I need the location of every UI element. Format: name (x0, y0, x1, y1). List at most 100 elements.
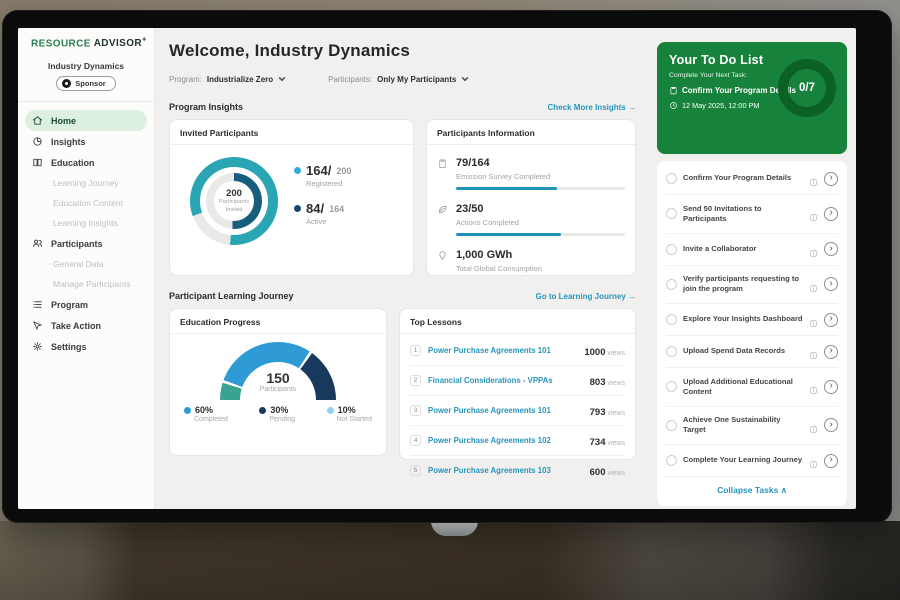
chevron-right-icon: › (829, 418, 833, 430)
task-checkbox[interactable] (666, 314, 677, 325)
book-icon (33, 159, 42, 167)
lesson-link[interactable]: Financial Considerations - VPPAs (428, 376, 553, 385)
legend-dot (326, 406, 334, 414)
task-checkbox[interactable] (666, 173, 677, 184)
task-checkbox[interactable] (666, 346, 677, 357)
sidebar-item-education[interactable]: Education (18, 152, 154, 173)
sidebar-item-participants[interactable]: Participants (18, 233, 154, 254)
task-row: Complete Your Learning Journey › (666, 445, 838, 477)
info-icon[interactable] (809, 209, 818, 222)
task-list-card: Confirm Your Program Details › Send 50 I… (657, 161, 847, 506)
chevron-down-icon (461, 70, 469, 88)
participants-information-card: Participants Information 79/164 Emission… (426, 119, 636, 276)
lesson-row: 2 Financial Considerations - VPPAs 803 vi… (410, 366, 625, 396)
lesson-row: 4 Power Purchase Agreements 102 734 views (410, 426, 625, 456)
divider (18, 101, 154, 103)
check-more-insights-link[interactable]: Check More Insights → (547, 102, 636, 112)
invited-participants-donut-chart: 200 Participants Invited (190, 157, 278, 245)
open-task-button[interactable]: › (824, 312, 838, 327)
donut-legend: 164/200 Registered 84/164 Active (294, 163, 351, 239)
task-checkbox[interactable] (666, 243, 677, 255)
org-name: Industry Dynamics (47, 61, 125, 72)
chevron-up-icon: ∧ (780, 485, 787, 495)
info-icon[interactable] (809, 456, 818, 469)
open-task-button[interactable]: › (824, 418, 838, 433)
legend-pending: 30% Pending (259, 405, 295, 423)
info-icon[interactable] (809, 174, 818, 187)
task-row: Confirm Your Program Details › (666, 163, 838, 195)
collapse-tasks-link[interactable]: Collapse Tasks ∧ (717, 485, 787, 495)
list-icon (33, 301, 42, 309)
lesson-link[interactable]: Power Purchase Agreements 102 (428, 436, 551, 445)
legend-not-started: 10% Not Started (326, 405, 372, 423)
task-checkbox[interactable] (666, 455, 677, 466)
chevron-right-icon: › (829, 242, 833, 254)
sidebar-item-learning-insights[interactable]: Learning Insights (53, 218, 118, 229)
program-insights-title: Program Insights (169, 102, 244, 112)
clipboard-icon (437, 153, 449, 181)
chevron-down-icon (278, 70, 286, 88)
todo-header-card: Your To Do List Complete Your Next Task:… (657, 42, 847, 154)
task-row: Send 50 Invitations to Participants › (666, 195, 838, 234)
sidebar-item-learning-journey[interactable]: Learning Journey (53, 178, 119, 189)
sidebar-item-general-data[interactable]: General Data (53, 259, 104, 270)
lesson-link[interactable]: Power Purchase Agreements 101 (428, 406, 551, 415)
task-checkbox[interactable] (666, 381, 677, 393)
card-title: Invited Participants (180, 128, 259, 138)
info-icon[interactable] (809, 315, 818, 328)
sidebar-item-insights[interactable]: Insights (18, 131, 154, 152)
sidebar-item-manage-participants[interactable]: Manage Participants (53, 279, 131, 290)
chevron-right-icon: › (829, 277, 833, 289)
legend-registered: 164/200 Registered (294, 163, 351, 188)
leaf-icon (437, 199, 449, 227)
insights-icon (33, 137, 42, 146)
chevron-right-icon: › (829, 380, 833, 392)
info-icon[interactable] (809, 421, 818, 433)
sponsor-badge-icon (62, 79, 72, 89)
task-checkbox[interactable] (666, 208, 677, 220)
clipboard-icon (670, 87, 677, 95)
arrow-right-icon: → (628, 102, 636, 112)
task-row: Achieve One Sustainability Target › (666, 407, 838, 445)
sidebar-item-program[interactable]: Program (18, 294, 154, 315)
info-icon[interactable] (809, 245, 818, 257)
open-task-button[interactable]: › (824, 379, 838, 394)
task-checkbox[interactable] (666, 419, 677, 431)
sidebar-item-home[interactable]: Home (25, 110, 147, 132)
sidebar-item-settings[interactable]: Settings (18, 336, 154, 357)
open-task-button[interactable]: › (824, 453, 838, 468)
lesson-link[interactable]: Power Purchase Agreements 101 (428, 346, 551, 355)
pointer-icon (33, 321, 42, 330)
task-row: Upload Spend Data Records › (666, 336, 838, 368)
open-task-button[interactable]: › (824, 206, 838, 221)
sidebar-item-take-action[interactable]: Take Action (18, 315, 154, 336)
sponsor-badge[interactable]: Sponsor (56, 76, 116, 92)
lesson-link[interactable]: Power Purchase Agreements 103 (428, 466, 551, 475)
lesson-row: 3 Power Purchase Agreements 101 793 views (410, 396, 625, 426)
sidebar-item-education-content[interactable]: Education Content (53, 198, 123, 209)
open-task-button[interactable]: › (824, 344, 838, 359)
info-icon[interactable] (809, 382, 818, 395)
participants-select[interactable]: Participants: Only My Participants (328, 70, 469, 88)
emission-survey-progress-bar (456, 187, 625, 190)
info-icon[interactable] (809, 347, 818, 360)
task-row: Upload Additional Educational Content › (666, 368, 838, 407)
stat-actions-completed: 23/50 Actions Completed (437, 199, 625, 227)
open-task-button[interactable]: › (824, 242, 838, 256)
info-icon[interactable] (809, 280, 818, 292)
top-lessons-card: Top Lessons 1 Power Purchase Agreements … (399, 308, 636, 478)
brand-logo: RESOURCE ADVISOR+ (31, 37, 147, 50)
legend-dot (259, 406, 267, 414)
program-select[interactable]: Program: Industrialize Zero (169, 70, 286, 88)
monitor-stand (431, 521, 478, 536)
chevron-right-icon: › (829, 345, 833, 356)
chevron-right-icon: › (829, 207, 833, 219)
go-to-learning-journey-link[interactable]: Go to Learning Journey → (535, 291, 636, 301)
open-task-button[interactable]: › (824, 171, 838, 186)
task-checkbox[interactable] (666, 278, 677, 290)
clock-icon (670, 102, 677, 109)
chevron-right-icon: › (829, 313, 833, 324)
education-progress-card: Education Progress 150 Participants 60% … (169, 308, 387, 456)
open-task-button[interactable]: › (824, 277, 838, 292)
chevron-right-icon: › (829, 172, 833, 183)
